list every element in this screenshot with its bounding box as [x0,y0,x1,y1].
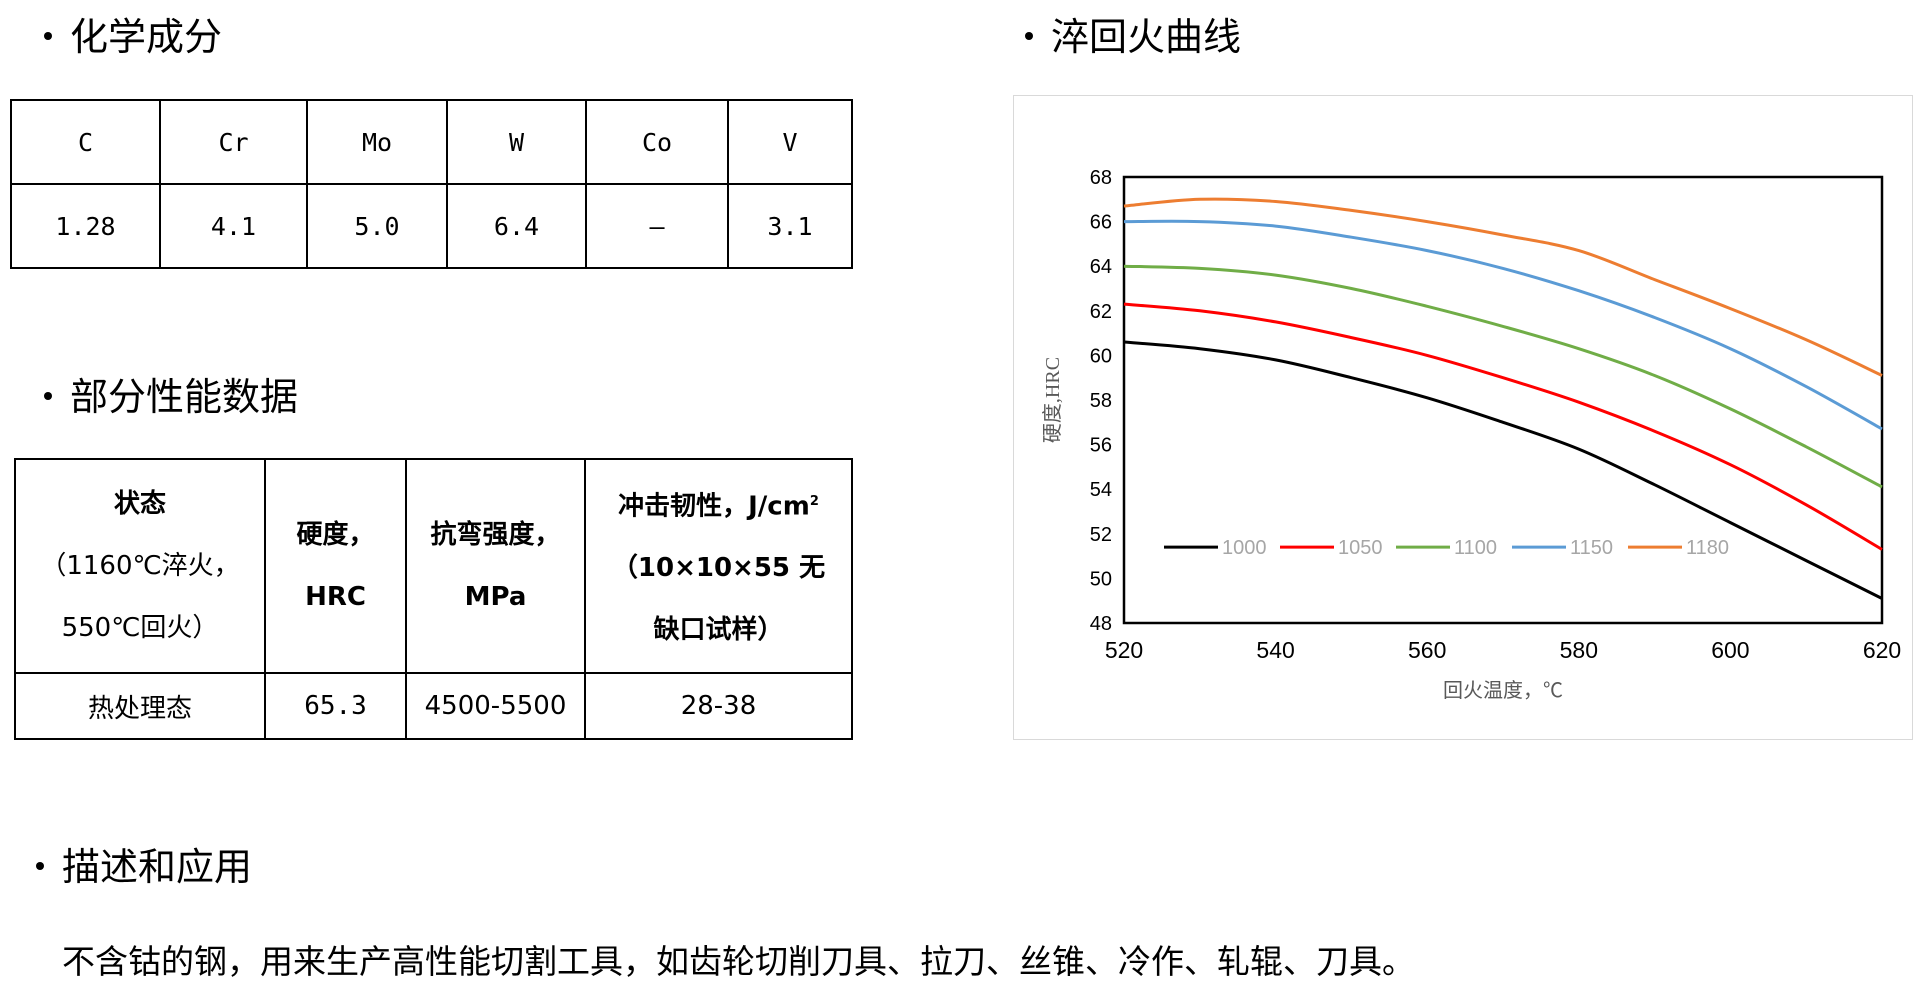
element-cell: W [446,99,587,185]
plot-area [1122,175,1884,625]
x-tick-label: 560 [1408,637,1446,663]
y-tick-labels: 48 50 52 54 56 58 60 62 64 66 68 [1090,167,1112,635]
bending-header-line: MPa [464,582,527,612]
impact-header-line: （10×10×55 无 [611,553,826,584]
bending-cell: 4500-5500 [405,672,586,740]
legend: 1000 1050 1100 1150 1180 [1164,537,1729,559]
bullet-icon [36,861,44,870]
hardness-cell: 65.3 [264,672,407,740]
chart-svg: 48 50 52 54 56 58 60 62 64 66 68 520 540 560 580 600 62… [1041,167,1901,702]
state-cell: 热处理态 [14,672,266,740]
series-line-1150 [1123,219,1883,431]
heading-quench-curve: 淬回火曲线 [1025,18,1241,56]
heading-chemistry-label: 化学成分 [70,15,223,59]
hardness-header-line: HRC [305,582,366,612]
chemistry-table: C Cr Mo W Co V 1.28 4.1 5.0 6.4 — 3.1 [10,99,853,269]
value-cell: 5.0 [306,183,448,269]
series-lines [1123,197,1883,600]
bullet-icon [1025,31,1033,40]
heading-description: 描述和应用 [36,848,252,886]
y-tick-label: 52 [1090,524,1112,546]
impact-header-line: 缺口试样） [653,615,784,646]
y-tick-label: 54 [1090,479,1112,501]
element-cell: Mo [306,99,448,185]
x-tick-label: 580 [1560,637,1598,663]
legend-label: 1050 [1338,537,1383,559]
x-tick-label: 600 [1711,637,1749,663]
state-header: 状态 （1160℃淬火， 550℃回火） [14,458,266,674]
properties-data-row: 热处理态 65.3 4500-5500 28-38 [14,672,853,740]
y-tick-label: 62 [1090,301,1112,323]
legend-label: 1180 [1686,537,1729,559]
heading-chemistry: 化学成分 [44,18,222,56]
element-cell: Cr [159,99,308,185]
properties-header-row: 状态 （1160℃淬火， 550℃回火） 硬度， HRC 抗弯强度， MPa 冲… [14,458,853,674]
description-text: 不含钴的钢，用来生产高性能切割工具，如齿轮切削刀具、拉刀、丝锥、冷作、轧辊、刀具… [62,942,1415,981]
value-cell: 1.28 [10,183,161,269]
state-header-line: 550℃回火） [61,613,219,643]
series-line-1180 [1123,197,1883,377]
impact-header-main: 冲击韧性，J/cm [618,491,810,522]
x-tick-labels: 520 540 560 580 600 620 [1105,637,1901,663]
heading-properties-label: 部分性能数据 [70,375,299,419]
hardness-header-line: 硬度， [296,520,375,550]
series-line-1100 [1123,264,1883,489]
properties-table: 状态 （1160℃淬火， 550℃回火） 硬度， HRC 抗弯强度， MPa 冲… [14,458,853,740]
value-cell: 6.4 [446,183,587,269]
quench-tempering-chart: 48 50 52 54 56 58 60 62 64 66 68 520 540 560 580 600 62… [1013,95,1913,740]
element-cell: Co [585,99,729,185]
hardness-header: 硬度， HRC [264,458,407,674]
y-tick-label: 68 [1090,167,1112,189]
bullet-icon [44,31,52,40]
x-tick-label: 620 [1863,637,1901,663]
state-header-line: 状态 [113,489,166,519]
series-line-1000 [1123,340,1883,600]
x-axis-label: 回火温度，℃ [1443,679,1563,702]
y-tick-label: 50 [1090,568,1112,590]
heading-quench-curve-label: 淬回火曲线 [1051,15,1242,59]
impact-header-line: 冲击韧性，J/cm2 [586,471,851,538]
value-cell: 3.1 [727,183,853,269]
bending-header: 抗弯强度， MPa [405,458,586,674]
y-tick-label: 60 [1090,345,1112,367]
y-tick-label: 66 [1090,212,1112,234]
y-tick-label: 56 [1090,435,1112,457]
impact-cell: 28-38 [584,672,853,740]
legend-label: 1000 [1222,537,1267,559]
value-cell: — [585,183,729,269]
y-axis-label: 硬度,HRC [1041,357,1064,443]
state-header-line: （1160℃淬火， [40,551,240,581]
series-line-1050 [1123,302,1883,551]
y-tick-label: 48 [1090,613,1112,635]
y-tick-label: 58 [1090,390,1112,412]
bullet-icon [44,391,52,400]
x-tick-label: 520 [1105,637,1143,663]
heading-description-label: 描述和应用 [62,845,253,889]
value-cell: 4.1 [159,183,308,269]
legend-label: 1150 [1570,537,1613,559]
chemistry-header-row: C Cr Mo W Co V [10,99,853,185]
impact-header: 冲击韧性，J/cm2 （10×10×55 无 缺口试样） [584,458,853,674]
y-tick-label: 64 [1090,256,1112,278]
element-cell: C [10,99,161,185]
x-tick-label: 540 [1256,637,1294,663]
legend-label: 1100 [1454,537,1497,559]
heading-properties: 部分性能数据 [44,378,298,416]
bending-header-line: 抗弯强度， [430,520,561,550]
chemistry-value-row: 1.28 4.1 5.0 6.4 — 3.1 [10,183,853,269]
impact-header-sup: 2 [809,493,819,509]
element-cell: V [727,99,853,185]
